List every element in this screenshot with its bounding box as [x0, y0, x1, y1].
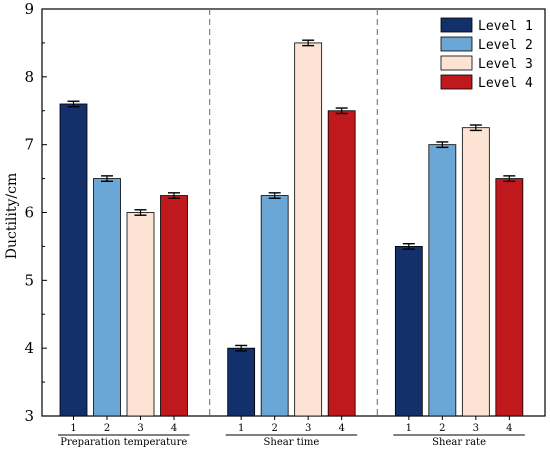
x-group-label: Shear rate — [432, 437, 486, 448]
x-category-label: 3 — [473, 423, 479, 434]
bar — [160, 195, 188, 417]
bar — [327, 110, 356, 417]
x-category-label: 1 — [406, 423, 412, 434]
legend-swatch — [440, 17, 473, 33]
x-category-label: 3 — [137, 423, 143, 434]
bar — [59, 103, 88, 417]
bar — [495, 178, 524, 417]
legend-swatch — [440, 55, 473, 71]
y-axis: 3 4 5 6 7 8 9 — [24, 0, 47, 425]
y-tick-label: 7 — [24, 136, 34, 154]
y-tick-label: 6 — [24, 204, 34, 222]
x-category-label: 2 — [439, 423, 445, 434]
legend-label: Level 4 — [478, 76, 533, 91]
y-tick-label: 9 — [24, 0, 34, 18]
y-tick-label: 8 — [24, 68, 34, 86]
x-category-label: 4 — [171, 423, 177, 434]
bar — [227, 347, 256, 417]
x-category-label: 2 — [271, 423, 277, 434]
x-category-label: 1 — [70, 423, 76, 434]
legend-label: Level 1 — [478, 19, 533, 34]
bar — [428, 144, 457, 417]
x-category-label: 2 — [104, 423, 110, 434]
legend-label: Level 3 — [478, 57, 533, 72]
bar — [394, 246, 423, 417]
legend-label: Level 2 — [478, 38, 533, 53]
x-category-label: 1 — [238, 423, 244, 434]
group-separators — [209, 9, 378, 416]
y-tick-label: 3 — [24, 407, 34, 425]
legend-swatch — [440, 74, 473, 90]
x-category-label: 3 — [305, 423, 311, 434]
bars-layer — [59, 39, 524, 417]
x-axis: 1 2 3 4 Preparation temperature 1 2 3 4 Shear tim… — [58, 416, 525, 448]
x-category-label: 4 — [506, 423, 512, 434]
bar — [461, 127, 490, 417]
legend: Level 1 Level 2 Level 3 Level 4 — [440, 17, 533, 91]
x-group-label: Preparation temperature — [60, 437, 187, 448]
bar — [260, 195, 289, 417]
legend-swatch — [440, 36, 473, 52]
bar — [126, 212, 155, 417]
x-category-label: 4 — [338, 423, 344, 434]
y-tick-label: 5 — [24, 271, 34, 289]
y-tick-label: 4 — [24, 339, 34, 357]
bar — [93, 178, 121, 417]
x-group-label: Shear time — [264, 437, 320, 448]
y-axis-title: Ductility/cm — [4, 173, 20, 260]
bar — [294, 42, 323, 417]
